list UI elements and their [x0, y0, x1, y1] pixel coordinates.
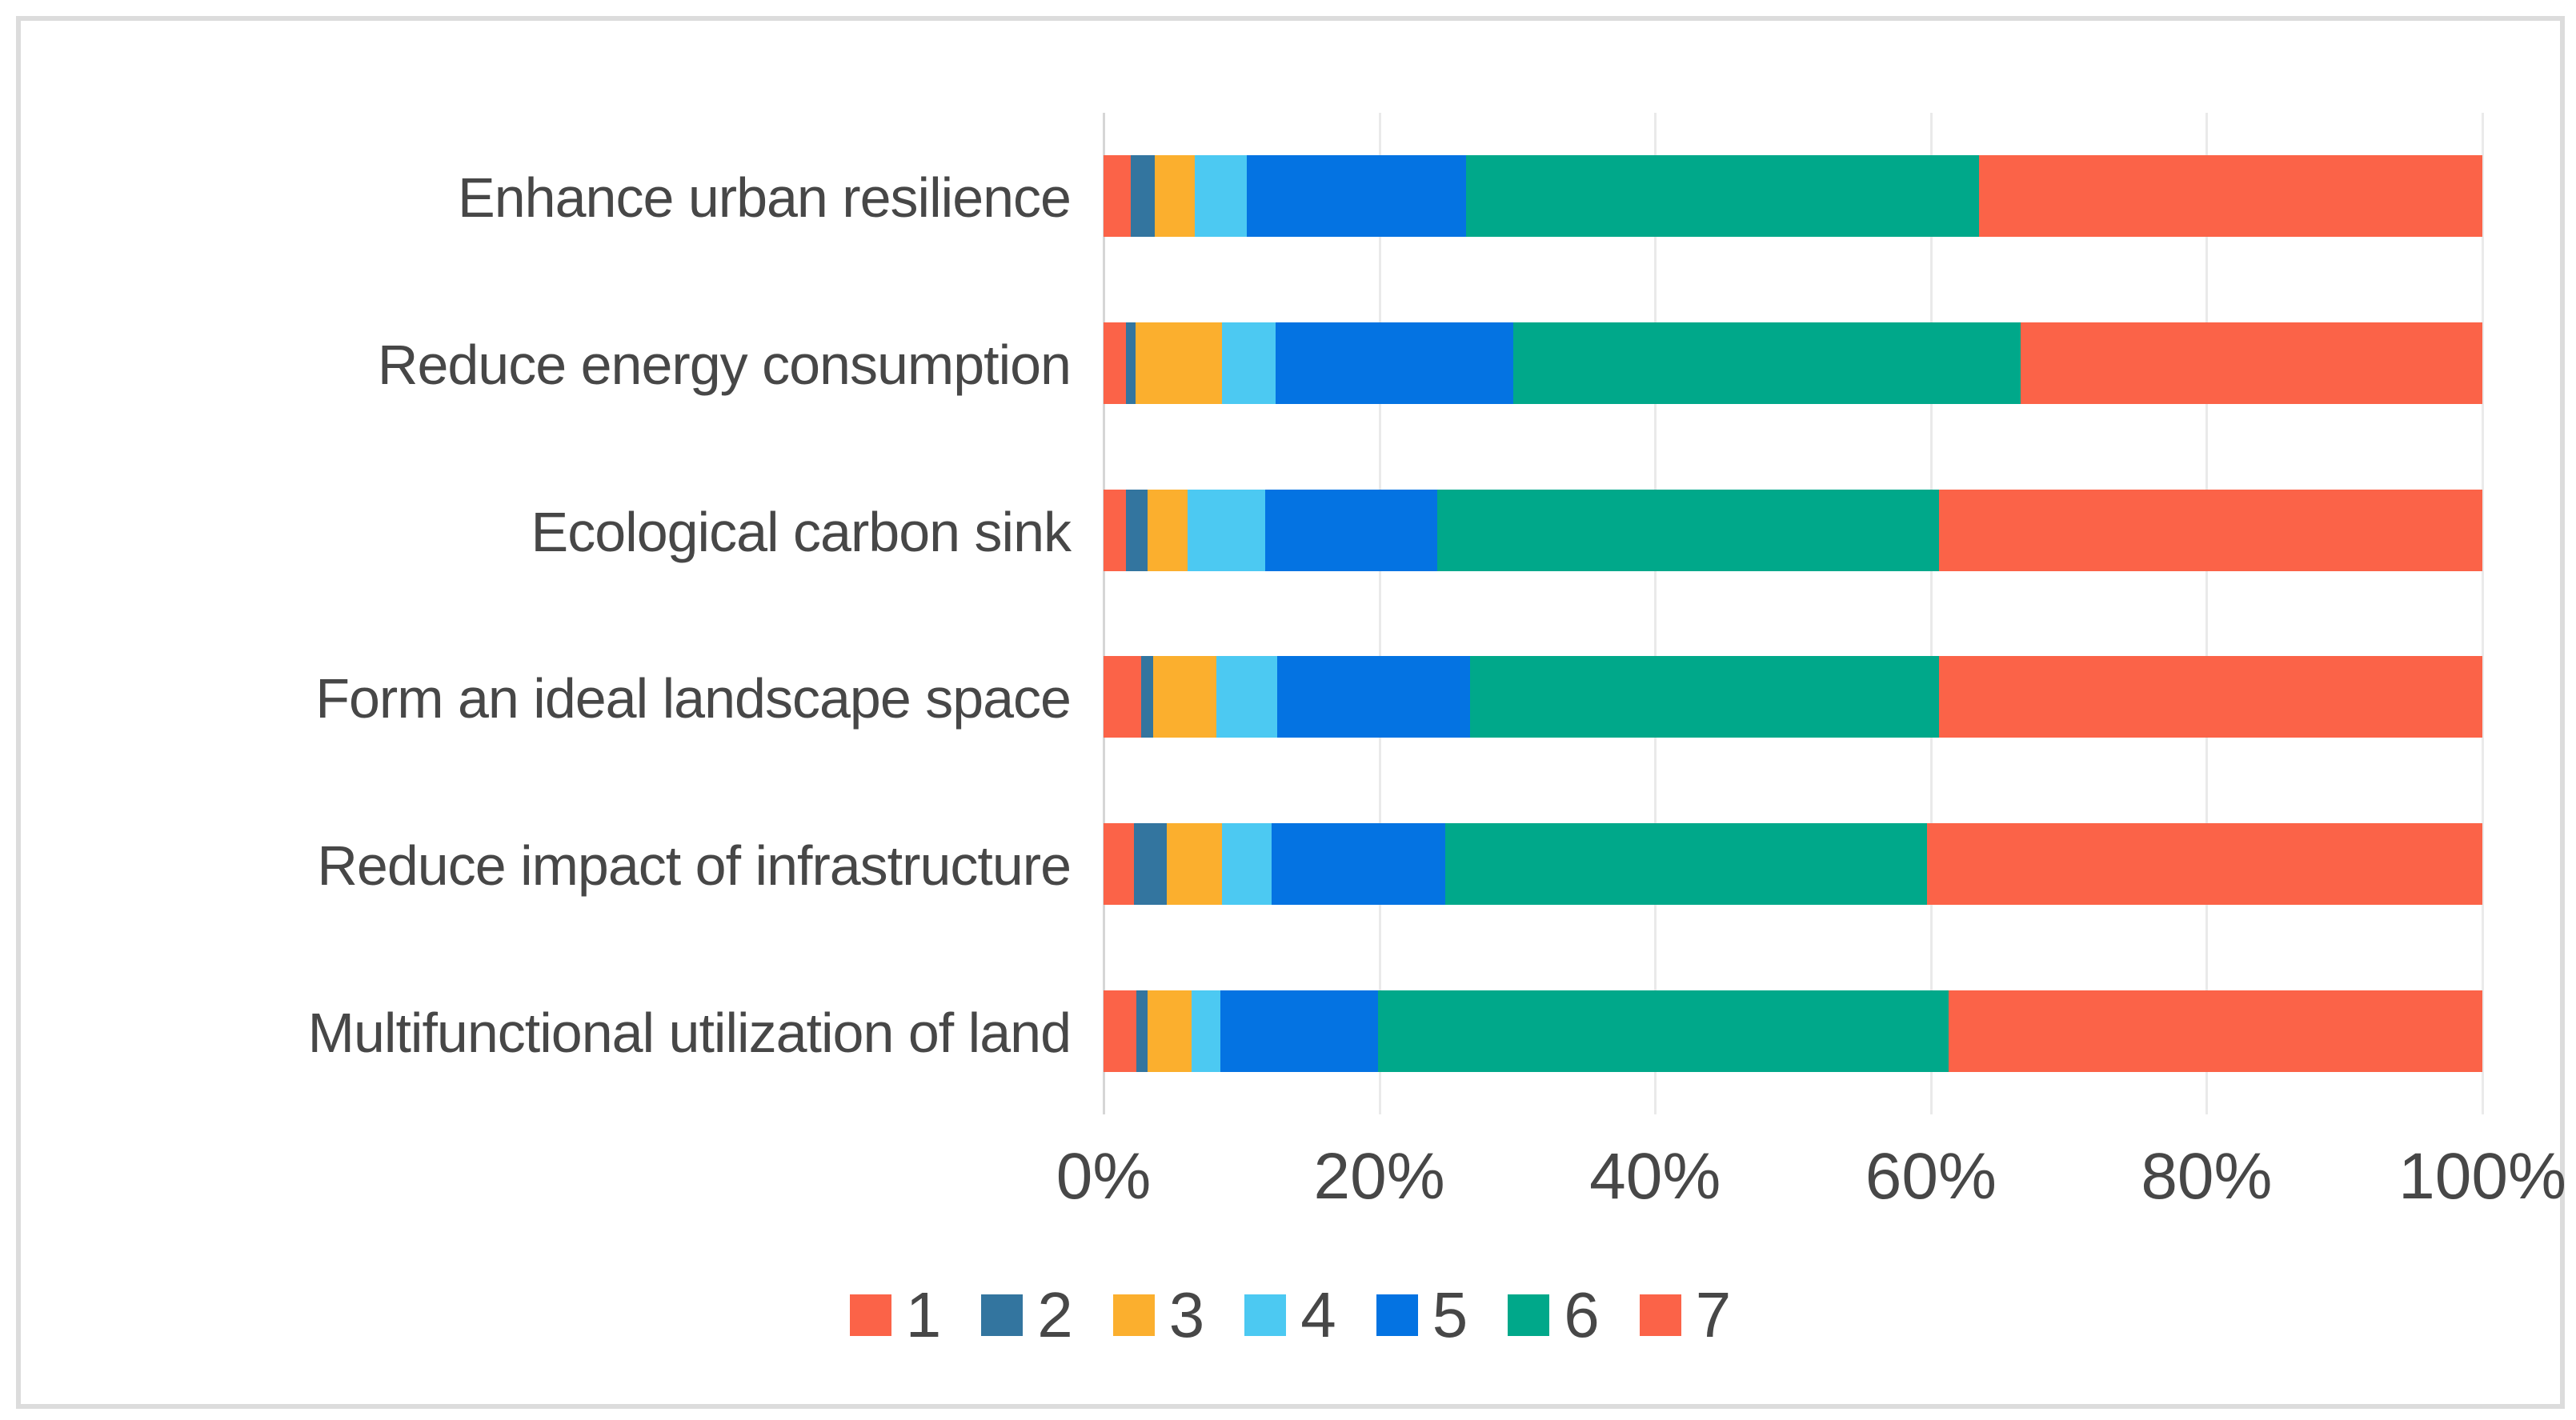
bar-5-segment-1 [1104, 990, 1137, 1072]
category-label-4: Reduce impact of infrastructure [317, 834, 1072, 897]
legend-label-2: 2 [1037, 1279, 1073, 1350]
bar-0-segment-2 [1131, 155, 1155, 238]
bar-1 [1104, 322, 2482, 404]
category-axis: Enhance urban resilience Reduce energy co… [53, 113, 1072, 1114]
bar-1-segment-7 [2020, 322, 2482, 404]
category-label-2: Ecological carbon sink [531, 500, 1072, 563]
legend-label-4: 4 [1300, 1279, 1336, 1350]
legend-item-2: 2 [981, 1283, 1073, 1347]
bar-5-segment-3 [1148, 990, 1192, 1072]
legend-label-3: 3 [1168, 1279, 1205, 1350]
legend-item-1: 1 [849, 1279, 942, 1350]
x-tick-20: 20% [1313, 1140, 1445, 1213]
bar-2 [1104, 489, 2482, 571]
legend-label-6: 6 [1564, 1279, 1600, 1350]
bar-5-segment-6 [1377, 990, 1949, 1072]
bar-0-segment-3 [1154, 155, 1195, 238]
legend-label-1: 1 [905, 1279, 942, 1350]
bar-5-segment-4 [1192, 990, 1221, 1072]
bar-4-segment-5 [1272, 823, 1446, 905]
legend-marker-3 [1112, 1294, 1155, 1336]
category-label-0: Enhance urban resilience [458, 166, 1072, 230]
bar-1-segment-4 [1222, 322, 1276, 404]
x-axis: 0% 20% 40% 60% 80% 100% [1056, 1139, 2566, 1227]
gridline-40 [1654, 113, 1657, 1114]
bar-1-segment-2 [1125, 322, 1136, 404]
legend-item-6: 6 [1508, 1283, 1600, 1347]
x-tick-80: 80% [2141, 1140, 2273, 1213]
bar-3-segment-3 [1153, 656, 1217, 738]
bar-5-segment-2 [1136, 990, 1148, 1072]
legend-marker-2 [981, 1294, 1024, 1336]
bar-1-segment-1 [1104, 322, 1126, 404]
bar-5-segment-5 [1220, 990, 1378, 1072]
category-label-1: Reduce energy consumption [377, 334, 1072, 396]
gridline-80 [2205, 113, 2209, 1114]
bar-4-segment-4 [1222, 823, 1272, 905]
bar-0-segment-6 [1466, 155, 1980, 238]
legend-item-4: 4 [1244, 1283, 1336, 1347]
legend-marker-1 [849, 1294, 891, 1336]
bar-2-segment-4 [1188, 489, 1265, 571]
legend-marker-6 [1508, 1294, 1550, 1336]
y-axis-line [1103, 113, 1105, 1114]
bar-1-segment-6 [1512, 322, 2021, 404]
category-label-3: Form an ideal landscape space [315, 667, 1072, 730]
figure-frame: Enhance urban resilience Reduce energy co… [16, 16, 2566, 1409]
bar-2-segment-6 [1436, 489, 1940, 571]
legend-item-3: 3 [1112, 1279, 1205, 1350]
legend-item-5: 5 [1376, 1283, 1468, 1347]
bar-4 [1104, 823, 2482, 905]
bar-2-segment-5 [1264, 489, 1437, 571]
x-tick-0: 0% [1056, 1140, 1152, 1213]
legend-label-7: 7 [1695, 1279, 1732, 1350]
bar-3-segment-5 [1277, 656, 1471, 738]
legend-item-7: 7 [1639, 1279, 1732, 1350]
bar-4-segment-3 [1167, 823, 1223, 905]
bar-1-segment-3 [1135, 322, 1223, 404]
bar-5-segment-7 [1949, 990, 2482, 1072]
bar-3-segment-1 [1104, 656, 1141, 738]
bar-2-segment-2 [1125, 489, 1148, 571]
gridline-100 [2482, 113, 2484, 1114]
bar-5 [1104, 990, 2482, 1072]
bar-3 [1104, 656, 2482, 738]
category-label-5: Multifunctional utilization of land [307, 1001, 1072, 1064]
bar-3-segment-4 [1216, 656, 1278, 738]
bar-0 [1104, 155, 2482, 238]
bar-0-segment-7 [1979, 155, 2482, 238]
bar-4-segment-6 [1445, 823, 1927, 905]
x-tick-100: 100% [2398, 1140, 2566, 1213]
bar-0-segment-4 [1194, 155, 1248, 238]
x-tick-40: 40% [1589, 1140, 1721, 1213]
legend-marker-4 [1244, 1294, 1287, 1336]
bar-2-segment-3 [1148, 489, 1188, 571]
bar-2-segment-7 [1939, 489, 2482, 571]
plot-area [1103, 113, 2484, 1114]
bar-4-segment-2 [1133, 823, 1168, 905]
gridline-20 [1378, 113, 1381, 1114]
bar-4-segment-7 [1926, 823, 2482, 905]
x-tick-60: 60% [1865, 1140, 1997, 1213]
legend-label-5: 5 [1432, 1279, 1468, 1350]
bar-1-segment-5 [1276, 322, 1513, 404]
bar-3-segment-7 [1939, 656, 2482, 738]
bar-2-segment-1 [1104, 489, 1126, 571]
bar-4-segment-1 [1104, 823, 1134, 905]
bar-3-segment-2 [1140, 656, 1154, 738]
bar-3-segment-6 [1470, 656, 1940, 738]
legend-marker-7 [1639, 1294, 1681, 1336]
legend-marker-5 [1376, 1294, 1418, 1336]
bar-0-segment-1 [1104, 155, 1132, 238]
bar-0-segment-5 [1247, 155, 1467, 238]
gridline-60 [1929, 113, 1933, 1114]
